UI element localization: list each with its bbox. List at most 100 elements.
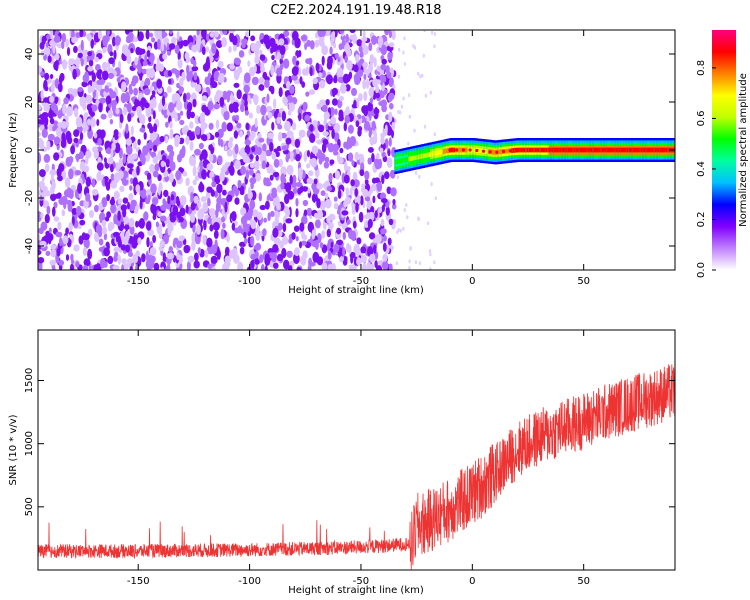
noise-speckle — [355, 53, 360, 63]
noise-speckle — [380, 136, 385, 145]
carrier-peak — [575, 148, 579, 152]
y-tick-label: 40 — [24, 48, 35, 61]
noise-speckle — [333, 75, 338, 83]
noise-speckle — [71, 259, 75, 265]
noise-speckle — [389, 102, 394, 110]
noise-speckle — [285, 154, 290, 163]
carrier-cell — [434, 150, 438, 156]
noise-speckle — [295, 60, 300, 66]
noise-speckle — [309, 66, 313, 77]
noise-speckle — [113, 246, 120, 253]
noise-speckle — [207, 100, 214, 111]
noise-speckle — [248, 168, 254, 176]
noise-speckle — [71, 36, 77, 44]
carrier-cell — [431, 151, 435, 157]
noise-speckle — [110, 180, 118, 189]
noise-speckle — [226, 149, 233, 157]
noise-speckle — [206, 237, 213, 248]
noise-speckle — [73, 129, 80, 138]
noise-speckle — [412, 44, 415, 48]
carrier-cell — [428, 152, 432, 157]
noise-speckle — [167, 222, 173, 229]
noise-speckle — [271, 187, 277, 196]
carrier-cell — [584, 147, 588, 153]
y-tick-label: -40 — [24, 238, 35, 254]
noise-speckle — [56, 192, 62, 199]
noise-speckle — [381, 58, 388, 65]
noise-speckle — [318, 36, 323, 47]
noise-speckle — [306, 207, 313, 217]
noise-speckle — [163, 189, 169, 197]
noise-speckle — [211, 81, 218, 89]
noise-speckle — [49, 117, 55, 125]
noise-speckle — [386, 71, 392, 79]
noise-speckle — [110, 173, 115, 182]
noise-speckle — [424, 93, 428, 98]
noise-speckle — [152, 170, 159, 178]
noise-speckle — [330, 36, 335, 43]
noise-speckle — [57, 231, 63, 238]
noise-speckle — [113, 129, 119, 137]
noise-speckle — [82, 264, 89, 270]
noise-speckle — [73, 107, 79, 118]
noise-speckle — [52, 125, 56, 132]
noise-speckle — [293, 253, 300, 265]
carrier-peak — [501, 149, 506, 153]
noise-speckle — [403, 62, 406, 66]
carrier-cell — [442, 149, 446, 154]
noise-speckle — [319, 242, 324, 249]
noise-speckle — [71, 207, 78, 215]
noise-speckle — [111, 142, 116, 151]
noise-speckle — [149, 133, 156, 141]
noise-speckle — [378, 42, 382, 49]
noise-speckle — [331, 87, 338, 96]
noise-speckle — [176, 240, 183, 249]
noise-speckle — [251, 146, 256, 153]
noise-speckle — [368, 232, 376, 240]
noise-speckle — [177, 59, 183, 69]
carrier-peak — [481, 149, 486, 153]
noise-speckle — [48, 227, 52, 234]
noise-speckle — [148, 67, 156, 79]
noise-speckle — [208, 208, 216, 217]
noise-speckle — [183, 244, 190, 254]
noise-speckle — [121, 264, 125, 270]
carrier-cell — [400, 158, 404, 164]
noise-speckle — [213, 230, 219, 239]
noise-speckle — [210, 189, 215, 197]
noise-speckle — [87, 51, 93, 57]
noise-speckle — [349, 187, 353, 198]
noise-speckle — [45, 48, 51, 56]
noise-speckle — [193, 72, 198, 81]
noise-speckle — [103, 247, 110, 257]
noise-speckle — [182, 171, 188, 177]
noise-speckle — [198, 142, 204, 150]
noise-speckle — [342, 246, 346, 257]
noise-speckle — [286, 164, 294, 176]
noise-speckle — [378, 101, 384, 106]
carrier-cell — [533, 147, 536, 153]
noise-speckle — [297, 187, 302, 195]
noise-speckle — [399, 228, 402, 233]
noise-speckle — [222, 222, 226, 229]
noise-speckle — [40, 89, 44, 100]
noise-speckle — [219, 171, 225, 182]
noise-speckle — [302, 101, 307, 112]
noise-speckle — [65, 254, 70, 261]
noise-speckle — [306, 177, 314, 185]
carrier-cell — [558, 147, 561, 153]
carrier-cell — [511, 148, 514, 153]
noise-speckle — [352, 220, 357, 229]
noise-speckle — [322, 138, 329, 145]
noise-speckle — [192, 98, 197, 108]
noise-speckle — [80, 58, 85, 67]
noise-speckle — [110, 196, 115, 205]
noise-speckle — [386, 186, 392, 195]
noise-speckle — [311, 229, 316, 240]
noise-speckle — [248, 99, 252, 105]
noise-speckle — [152, 97, 157, 107]
noise-speckle — [160, 215, 167, 222]
noise-speckle — [179, 195, 187, 206]
noise-speckle — [356, 97, 360, 109]
